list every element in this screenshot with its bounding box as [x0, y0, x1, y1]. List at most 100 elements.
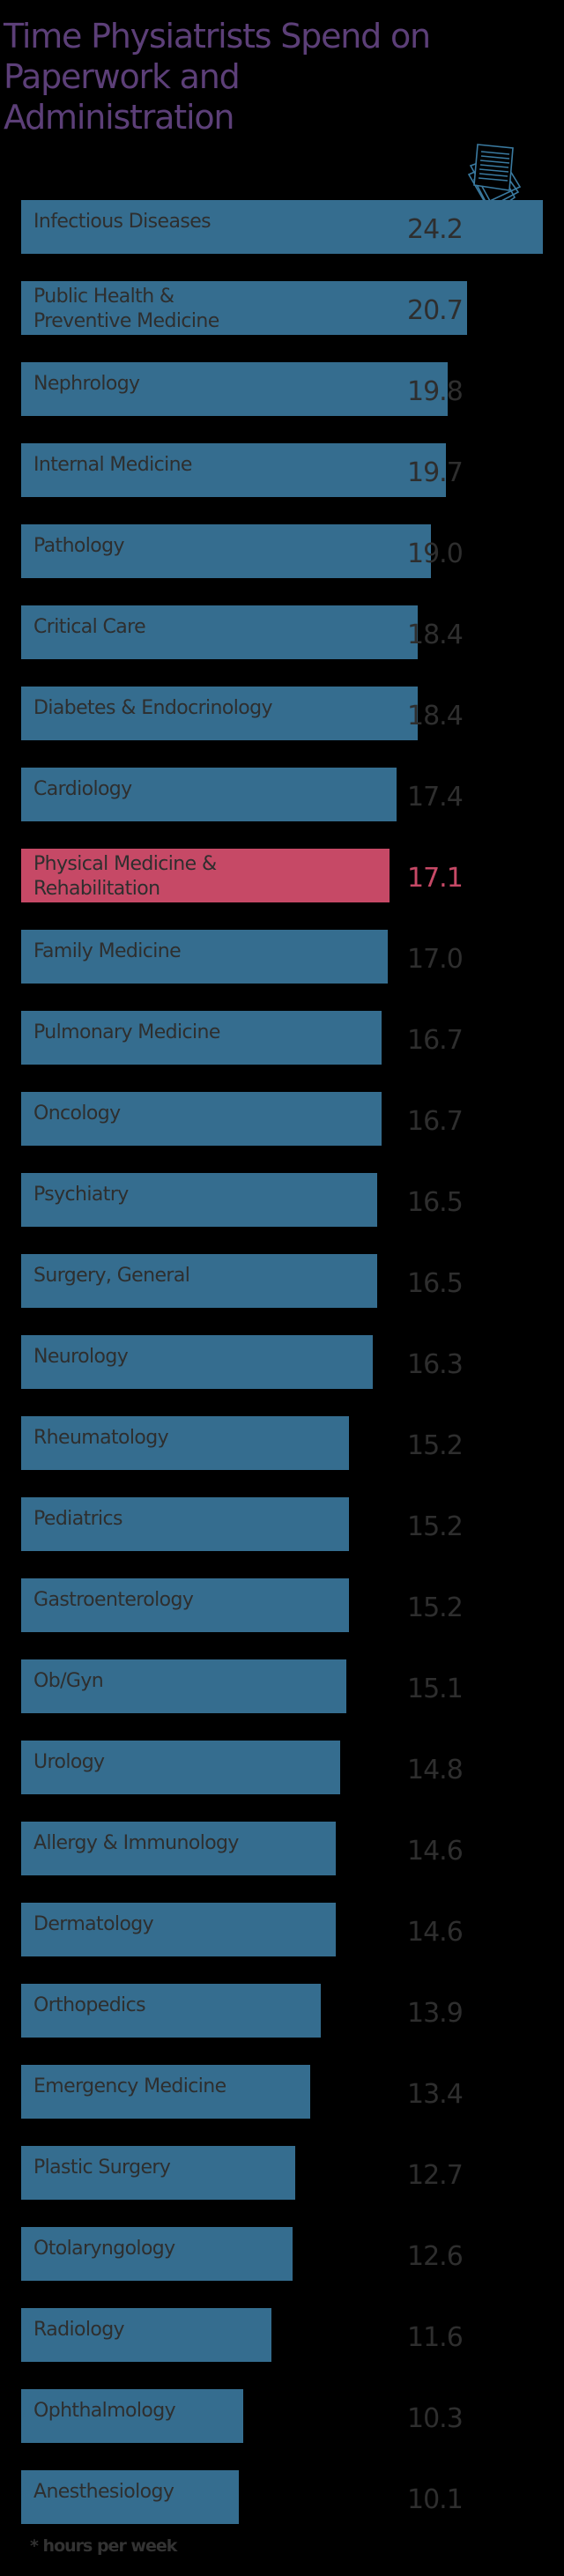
bar-value: 17.1	[407, 863, 464, 894]
bar-label: Plastic Surgery	[33, 2157, 171, 2179]
bar-row: Pathology 19.0	[21, 524, 550, 578]
bar-row: Plastic Surgery 12.7	[21, 2146, 550, 2200]
bar-label: Dermatology	[33, 1913, 154, 1935]
bar-label: Oncology	[33, 1102, 121, 1125]
bar-row: Emergency Medicine 13.4	[21, 2065, 550, 2119]
bar-label: Anesthesiology	[33, 2481, 174, 2503]
bar	[21, 1659, 346, 1713]
bar-label: Rheumatology	[33, 1427, 169, 1449]
bar-row: Allergy & Immunology 14.6	[21, 1822, 550, 1875]
bar	[21, 2389, 243, 2443]
bar-label: Urology	[33, 1751, 105, 1773]
bar-label: Orthopedics	[33, 1994, 146, 2016]
bar	[21, 1984, 321, 2038]
bar	[21, 2146, 295, 2200]
bar-value: 16.5	[407, 1187, 464, 1218]
bar-row: Pediatrics 15.2	[21, 1497, 550, 1551]
bar-value: 20.7	[407, 295, 464, 326]
bar-row: Surgery, General 16.5	[21, 1254, 550, 1308]
bar	[21, 1903, 336, 1956]
bar-row: Rheumatology 15.2	[21, 1416, 550, 1470]
bar-label: Family Medicine	[33, 940, 182, 962]
bar-label: Internal Medicine	[33, 454, 192, 476]
bar-value: 18.4	[407, 701, 464, 731]
bar-row: Diabetes & Endocrinology 18.4	[21, 687, 550, 740]
highlight-bar	[21, 849, 390, 902]
bar-row: Nephrology 19.8	[21, 362, 550, 416]
bar-value: 14.8	[407, 1755, 464, 1785]
bar-value: 10.3	[407, 2403, 464, 2434]
bar-value: 16.5	[407, 1268, 464, 1299]
bar	[21, 1173, 377, 1227]
bar	[21, 930, 388, 984]
bar-value: 18.4	[407, 620, 464, 650]
bar	[21, 1741, 340, 1794]
bar-label: Emergency Medicine	[33, 2075, 226, 2097]
bar-label: Pulmonary Medicine	[33, 1021, 220, 1043]
bar-value: 12.7	[407, 2160, 464, 2191]
bar-value: 17.4	[407, 782, 464, 813]
bar-row: Psychiatry 16.5	[21, 1173, 550, 1227]
bar-value: 15.2	[407, 1592, 464, 1623]
bar-value: 14.6	[407, 1917, 464, 1948]
bar-row: Critical Care 18.4	[21, 605, 550, 659]
bar-label: Infectious Diseases	[33, 211, 212, 233]
bar-label: Cardiology	[33, 778, 132, 800]
bar-row: Radiology 11.6	[21, 2308, 550, 2362]
bar-row: Anesthesiology 10.1	[21, 2470, 550, 2524]
bar-row: Physical Medicine & Rehabilitation 17.1	[21, 849, 550, 902]
bar-value: 10.1	[407, 2484, 464, 2515]
footnote: * hours per week	[30, 2536, 177, 2556]
bar-value: 15.2	[407, 1511, 464, 1542]
chart-title: Time Physiatrists Spend on Paperwork and…	[4, 17, 431, 137]
bar	[21, 768, 397, 821]
bar-label: Otolaryngology	[33, 2238, 175, 2260]
bar-label: Ob/Gyn	[33, 1670, 104, 1692]
bar	[21, 200, 543, 254]
bar-label: Radiology	[33, 2319, 125, 2341]
bar-value: 11.6	[407, 2322, 464, 2353]
bar-value: 14.6	[407, 1836, 464, 1867]
bar-value: 16.7	[407, 1106, 464, 1137]
bar-row: Dermatology 14.6	[21, 1903, 550, 1956]
bar-value: 15.1	[407, 1674, 464, 1704]
bar-row: Urology 14.8	[21, 1741, 550, 1794]
bar	[21, 2227, 293, 2281]
bar	[21, 2065, 310, 2119]
bar	[21, 1578, 349, 1632]
bar-label: Critical Care	[33, 616, 146, 638]
bar	[21, 1335, 373, 1389]
bar-row: Public Health & Preventive Medicine 20.7	[21, 281, 550, 335]
bar-row: Pulmonary Medicine 16.7	[21, 1011, 550, 1065]
bar-label: Nephrology	[33, 373, 140, 395]
bar-label: Allergy & Immunology	[33, 1832, 239, 1854]
bar-value: 15.2	[407, 1430, 464, 1461]
bar-row: Otolaryngology 12.6	[21, 2227, 550, 2281]
bar	[21, 2308, 271, 2362]
bar-label: Public Health & Preventive Medicine	[33, 286, 219, 332]
bar-row: Ob/Gyn 15.1	[21, 1659, 550, 1713]
bar-value: 17.0	[407, 944, 464, 975]
bar-value: 19.7	[407, 457, 464, 488]
bar-row: Orthopedics 13.9	[21, 1984, 550, 2038]
bar-row: Infectious Diseases 24.2	[21, 200, 550, 254]
bar-value: 13.9	[407, 1998, 464, 2029]
bar-value: 19.0	[407, 538, 464, 569]
bar	[21, 605, 418, 659]
bar-label: Surgery, General	[33, 1265, 190, 1287]
bar	[21, 687, 418, 740]
bar-row: Oncology 16.7	[21, 1092, 550, 1146]
bar	[21, 1254, 377, 1308]
bar-label: Diabetes & Endocrinology	[33, 697, 272, 719]
bar-row: Family Medicine 17.0	[21, 930, 550, 984]
bar	[21, 524, 431, 578]
bar-label: Gastroenterology	[33, 1589, 194, 1611]
bar-label: Pediatrics	[33, 1508, 123, 1530]
bar	[21, 1416, 349, 1470]
bar-value: 13.4	[407, 2079, 464, 2110]
bar-label: Ophthalmology	[33, 2400, 176, 2422]
bar-label: Physical Medicine & Rehabilitation	[33, 853, 217, 900]
bar-row: Cardiology 17.4	[21, 768, 550, 821]
bar-label: Pathology	[33, 535, 125, 557]
bar-value: 12.6	[407, 2241, 464, 2272]
